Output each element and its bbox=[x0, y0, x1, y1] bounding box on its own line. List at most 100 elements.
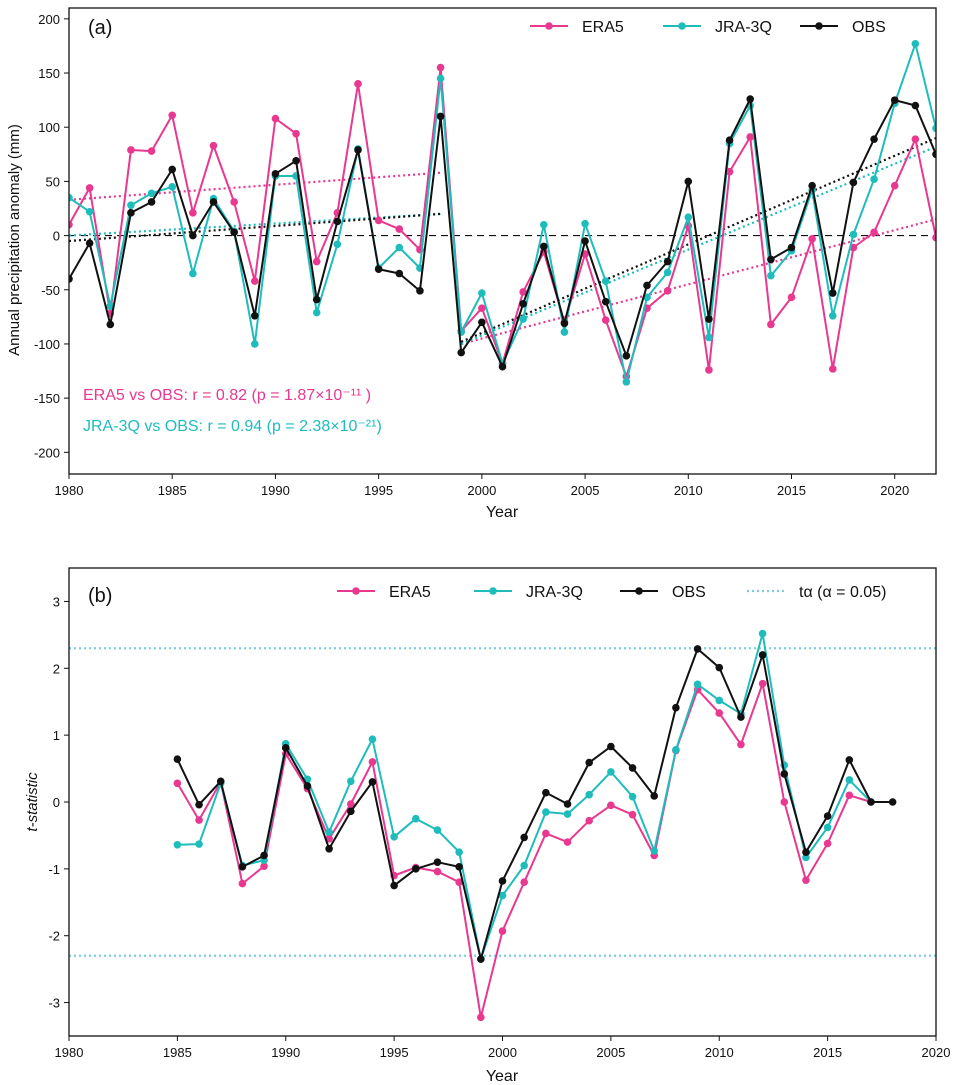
panel-a-xtick-label: 2020 bbox=[880, 483, 909, 498]
panel-a-series-obs-point bbox=[870, 135, 878, 143]
panel-a-trend-jra-3q bbox=[460, 145, 936, 345]
panel-a-series-era5-point bbox=[209, 141, 218, 150]
panel-a-series-jra-3q-point bbox=[147, 189, 156, 198]
panel-b-series-obs-point bbox=[520, 833, 528, 842]
panel-b-series-jra-3q-point bbox=[520, 861, 528, 870]
panel-a-series-jra-3q-point bbox=[767, 271, 775, 280]
panel-a-series-obs-point bbox=[250, 311, 259, 320]
panel-a-series-obs-point bbox=[767, 255, 775, 264]
panel-b-legend-marker-jra-3q bbox=[489, 587, 497, 595]
panel-a-series-jra-3q-point bbox=[684, 213, 693, 221]
panel-b-series-obs-point bbox=[477, 955, 485, 963]
panel-b-xtick-label: 2010 bbox=[705, 1045, 734, 1060]
panel-a-series-obs-point bbox=[189, 231, 197, 240]
panel-a-series-era5-point bbox=[69, 220, 73, 229]
panel-a-series-jra-3q-point bbox=[828, 311, 837, 320]
panel-b: (b) t-statistic Year 1980 1985 1990 1995 200… bbox=[24, 567, 950, 1085]
panel-a-series-era5-point bbox=[374, 216, 383, 225]
panel-b-series-jra-3q-point bbox=[346, 777, 355, 786]
panel-b-series-obs-point bbox=[628, 764, 637, 772]
panel-a-series-jra-3q-point bbox=[85, 207, 94, 216]
panel-b-series-era5-point bbox=[780, 798, 789, 806]
panel-a-xtick-label: 1980 bbox=[55, 483, 84, 498]
panel-b-series-obs-point bbox=[693, 645, 702, 653]
panel-a-xtick-label: 1990 bbox=[261, 483, 290, 498]
panel-a-series-jra-3q-point bbox=[663, 268, 672, 277]
panel-b-series-era5-point bbox=[346, 800, 355, 808]
panel-a-series-obs-point bbox=[147, 198, 156, 206]
panel-b-ytick-label: 3 bbox=[53, 594, 60, 609]
panel-a-series-era5-point bbox=[147, 147, 156, 155]
panel-a-series-era5-point bbox=[354, 80, 362, 88]
panel-a-legend: ERA5 JRA-3Q OBS bbox=[530, 19, 886, 36]
panel-b-series-jra-3q-point bbox=[433, 826, 442, 834]
panel-a-ytick-label: 100 bbox=[38, 120, 60, 135]
panel-b-ytick-label: -2 bbox=[48, 929, 60, 944]
panel-b-xtick-label: 2015 bbox=[813, 1045, 842, 1060]
panel-a-xtick-label: 2015 bbox=[777, 483, 806, 498]
panel-b-series-era5-point bbox=[195, 816, 203, 824]
panel-b-series-era5-point bbox=[758, 679, 767, 688]
panel-b-series-era5-point bbox=[607, 801, 615, 810]
panel-b-xtick-label: 1985 bbox=[163, 1045, 192, 1060]
panel-b-legend-label-era5: ERA5 bbox=[389, 584, 431, 601]
panel-a-legend-marker-obs bbox=[815, 22, 823, 30]
panel-a-legend-marker-era5 bbox=[545, 22, 553, 30]
panel-a-series-jra-3q-point bbox=[127, 201, 135, 210]
panel-a-series-era5-point bbox=[601, 316, 610, 324]
panel-a-series-era5-point bbox=[890, 181, 899, 190]
panel-a-series-era5-point bbox=[828, 365, 837, 373]
panel-a-series-era5-point bbox=[870, 228, 878, 237]
panel-a-series-obs-point bbox=[354, 146, 362, 154]
panel-b-series-obs-point bbox=[238, 863, 247, 871]
panel-a-series-jra-3q-point bbox=[312, 308, 321, 317]
panel-b-ytick-label: 0 bbox=[53, 795, 60, 810]
panel-b-series-obs-point bbox=[216, 777, 225, 786]
panel-a-series-obs-point bbox=[374, 265, 383, 273]
panel-b-series-jra-3q-point bbox=[758, 629, 767, 638]
panel-a-series-obs-point bbox=[209, 198, 218, 206]
panel-a-series-obs-point bbox=[416, 287, 424, 295]
panel-b-series-obs-point bbox=[650, 792, 659, 800]
panel-a-series-jra-3q-point bbox=[69, 193, 73, 202]
panel-a-series-jra-3q-point bbox=[870, 175, 878, 184]
panel-a-annotation-era5: ERA5 vs OBS: r = 0.82 (p = 1.87×10⁻¹¹ ) bbox=[83, 387, 371, 404]
panel-a-legend-label-jra-3q: JRA-3Q bbox=[715, 19, 772, 36]
panel-a-series-obs-point bbox=[127, 209, 135, 217]
panel-b-xlabel: Year bbox=[486, 1068, 519, 1085]
panel-b-series-era5-point bbox=[845, 791, 854, 800]
panel-b-series-obs-point bbox=[412, 865, 420, 873]
panel-b-series-obs-point bbox=[542, 788, 550, 797]
panel-a-series-era5-point bbox=[168, 111, 177, 120]
panel-b-ytick-label: -1 bbox=[48, 862, 60, 877]
panel-a-series-obs-point bbox=[622, 352, 631, 360]
panel-a-series-obs-point bbox=[395, 269, 404, 278]
panel-b-legend-label-jra-3q: JRA-3Q bbox=[526, 584, 583, 601]
panel-b-series-era5-point bbox=[498, 927, 507, 935]
panel-b-series-jra-3q-point bbox=[195, 840, 203, 848]
panel-a-xtick-label: 2010 bbox=[674, 483, 703, 498]
panel-b-series-obs-point bbox=[802, 848, 810, 856]
panel-b-series-obs-point bbox=[780, 770, 789, 778]
panel-a-series-jra-3q-point bbox=[189, 269, 197, 278]
panel-b-xtick-label: 1990 bbox=[271, 1045, 300, 1060]
panel-b-series-obs-point bbox=[867, 798, 875, 806]
panel-b-series-era5-point bbox=[542, 829, 550, 838]
panel-a-series-jra-3q-line bbox=[69, 42, 936, 383]
panel-a-series-obs-point bbox=[539, 242, 548, 251]
panel-a-series-obs-point bbox=[230, 228, 238, 237]
panel-a-series-era5-point bbox=[292, 129, 300, 138]
panel-b-series-jra-3q-point bbox=[498, 891, 507, 900]
panel-b-series-era5-point bbox=[455, 878, 463, 887]
panel-b-series-era5-line bbox=[176, 682, 872, 1019]
panel-a-series-era5-point bbox=[395, 225, 404, 233]
panel-a-series-jra-3q-point bbox=[911, 39, 920, 48]
panel-a-series-obs-point bbox=[808, 181, 816, 190]
panel-a-series-jra-3q-point bbox=[539, 220, 548, 229]
panel-b-series-jra-3q-point bbox=[368, 735, 377, 743]
panel-a-series-obs-point bbox=[787, 243, 796, 252]
panel-a-series-obs-point bbox=[746, 95, 755, 103]
panel-a-ytick-label: 50 bbox=[46, 174, 60, 189]
panel-a-series-obs-point bbox=[890, 96, 899, 104]
